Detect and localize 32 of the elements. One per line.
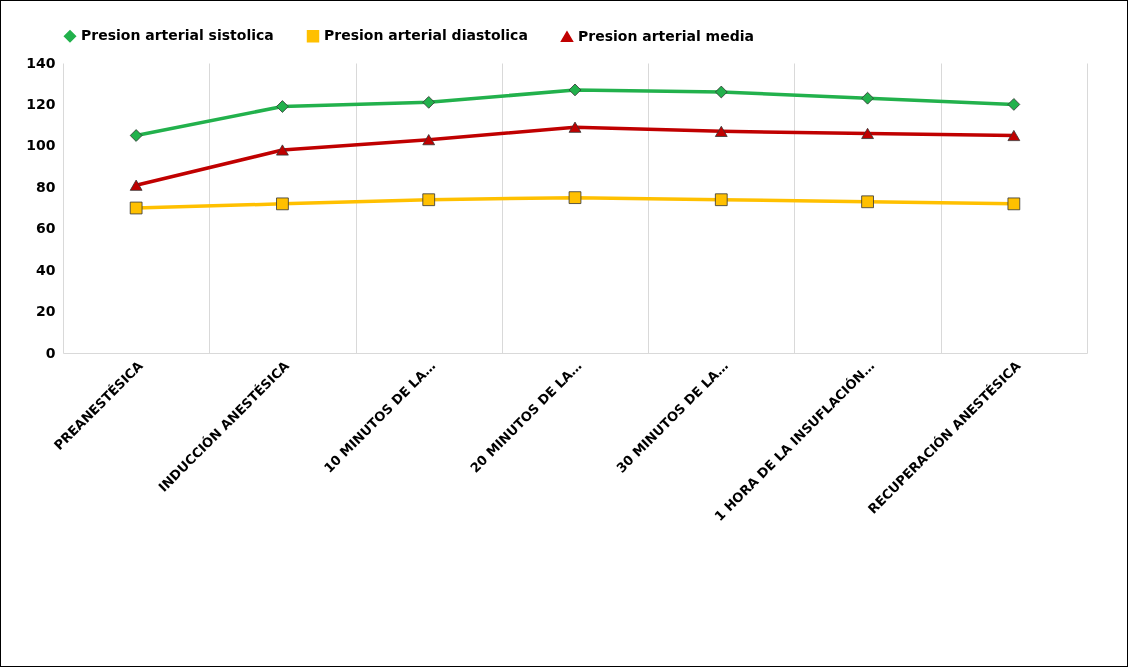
point [129, 201, 143, 215]
point [276, 197, 289, 211]
legend-label: Presion arterial sistolica [81, 27, 274, 44]
point [861, 91, 874, 105]
y-tick-label: 140 [26, 54, 56, 71]
y-tick-label: 0 [45, 344, 56, 361]
point [276, 144, 289, 156]
legend-label: Presion arterial media [578, 27, 754, 44]
point [129, 179, 143, 191]
point [422, 96, 436, 109]
legend-label: Presion arterial diastolica [324, 27, 528, 44]
point [568, 121, 582, 133]
point [1007, 197, 1021, 211]
point [1007, 129, 1021, 142]
y-tick-label: 40 [36, 261, 56, 278]
y-tick-label: 120 [26, 95, 56, 112]
point [714, 193, 728, 207]
point [568, 83, 582, 97]
point [861, 127, 874, 139]
point [714, 125, 728, 137]
point [129, 129, 143, 142]
point [861, 195, 874, 209]
point [422, 193, 436, 207]
y-tick-label: 20 [36, 303, 56, 320]
point [1007, 98, 1021, 111]
point [422, 134, 436, 146]
point [276, 100, 289, 113]
y-tick-label: 60 [36, 220, 56, 237]
point [568, 191, 582, 204]
point [714, 85, 728, 99]
y-tick-label: 80 [36, 178, 56, 195]
y-tick-label: 100 [26, 137, 56, 154]
